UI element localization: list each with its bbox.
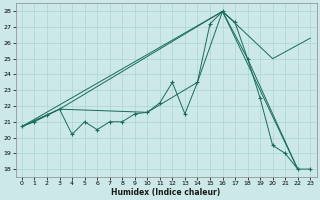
X-axis label: Humidex (Indice chaleur): Humidex (Indice chaleur) xyxy=(111,188,221,197)
